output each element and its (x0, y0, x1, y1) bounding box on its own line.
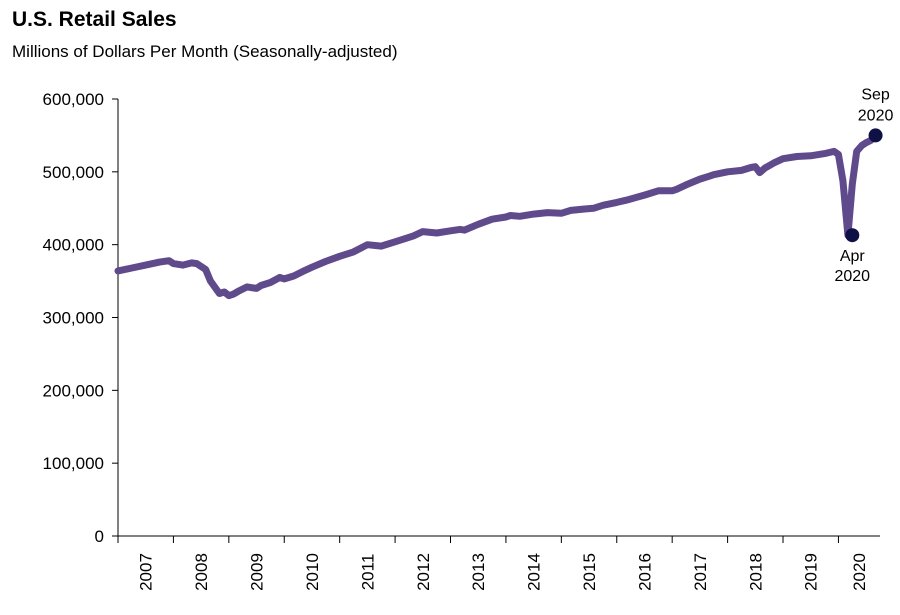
y-tick-label: 200,000 (43, 381, 104, 400)
y-tick-label: 500,000 (43, 163, 104, 182)
y-tick-label: 600,000 (43, 90, 104, 109)
y-tick-label: 0 (95, 527, 104, 546)
annotation-label: 2020 (834, 268, 870, 285)
x-tick-label: 2020 (850, 553, 869, 591)
series-line (114, 131, 880, 300)
x-tick-label: 2017 (691, 553, 710, 591)
chart-subtitle: Millions of Dollars Per Month (Seasonall… (12, 42, 398, 61)
y-tick-label: 300,000 (43, 309, 104, 328)
x-tick-label: 2019 (802, 553, 821, 591)
x-tick-label: 2007 (137, 553, 156, 591)
annotation-label: 2020 (858, 107, 894, 124)
x-tick-label: 2014 (525, 553, 544, 591)
chart-title: U.S. Retail Sales (12, 8, 177, 31)
y-tick-label: 100,000 (43, 454, 104, 473)
x-tick-label: 2010 (303, 553, 322, 591)
annotation-label: Apr (840, 248, 866, 265)
x-tick-label: 2013 (469, 553, 488, 591)
annotation-label: Sep (861, 86, 890, 103)
data-point-marker (868, 128, 883, 143)
x-tick-label: 2008 (192, 553, 211, 591)
data-point-marker (845, 228, 860, 243)
x-tick-label: 2018 (746, 553, 765, 591)
x-tick-label: 2016 (635, 553, 654, 591)
x-tick-label: 2011 (358, 554, 377, 591)
x-tick-label: 2009 (248, 553, 267, 591)
x-tick-label: 2015 (580, 553, 599, 591)
x-tick-label: 2012 (414, 553, 433, 591)
y-tick-label: 400,000 (43, 236, 104, 255)
